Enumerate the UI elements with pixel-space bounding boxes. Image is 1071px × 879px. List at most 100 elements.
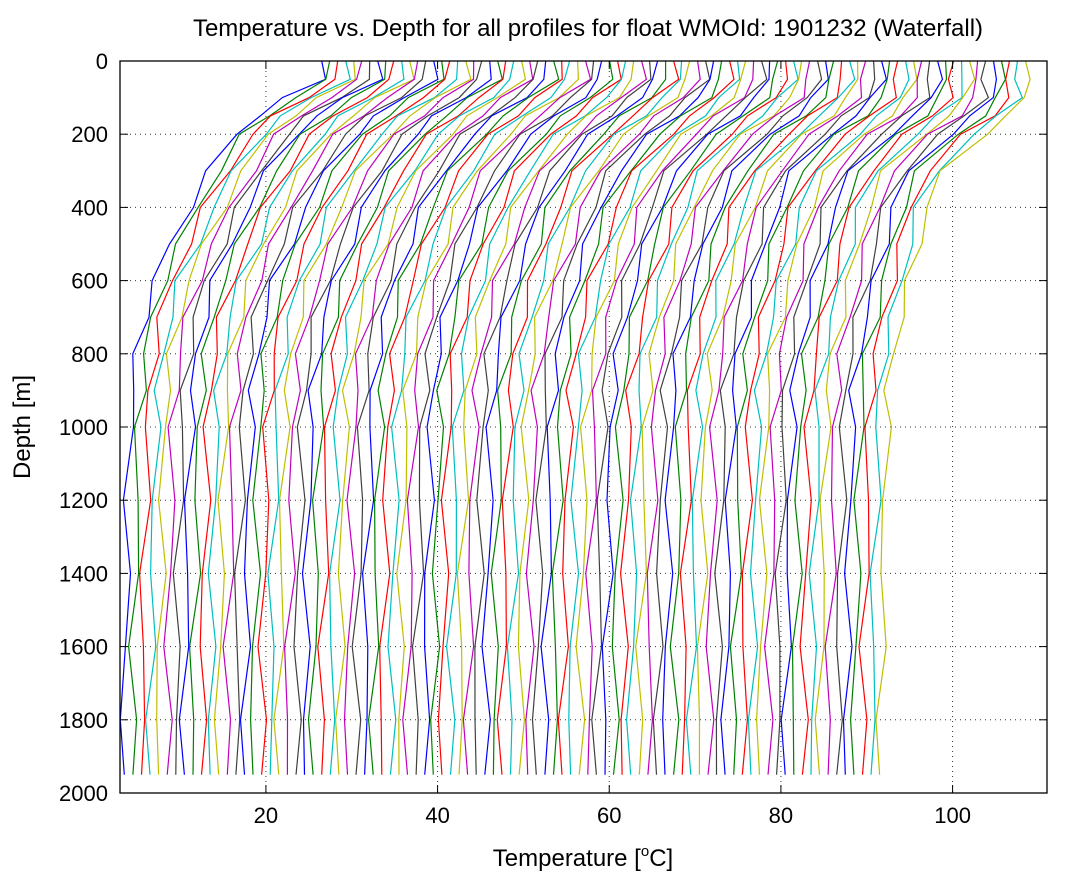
profile-line <box>343 60 534 775</box>
profile-line <box>714 60 876 775</box>
profile-line <box>178 60 384 775</box>
profile-line <box>836 60 990 775</box>
profile-line <box>869 60 1024 775</box>
profile-line <box>361 60 547 775</box>
profile-line <box>525 60 701 775</box>
profile-line <box>791 60 948 775</box>
x-tick-label: 20 <box>254 803 278 828</box>
profile-line <box>213 60 415 775</box>
profile-line <box>625 60 799 775</box>
profile-line <box>367 60 560 775</box>
profile-line <box>481 60 659 775</box>
profile-line <box>755 60 918 775</box>
chart-title: Temperature vs. Depth for all profiles f… <box>193 15 983 42</box>
profile-line <box>720 60 888 775</box>
x-tick-label: 60 <box>597 803 621 828</box>
x-axis-label-superscript: o <box>641 843 649 860</box>
profile-line <box>506 60 683 775</box>
profile-line <box>127 60 331 775</box>
profile-line <box>411 60 595 775</box>
profile-line <box>662 60 829 775</box>
y-tick-label: 1800 <box>59 708 108 733</box>
profile-line <box>239 60 439 775</box>
profile-line <box>188 60 387 775</box>
profile-line <box>517 60 691 775</box>
profile-line <box>379 60 563 775</box>
y-tick-label: 600 <box>71 269 108 294</box>
profile-line <box>679 60 843 775</box>
profile-line <box>611 60 779 775</box>
profile-line <box>849 60 1007 775</box>
x-axis-label: Temperature [oC] <box>493 843 673 872</box>
x-tick-label: 40 <box>425 803 449 828</box>
x-axis-label-unit: C] <box>649 845 673 872</box>
profile-line <box>575 60 747 775</box>
profile-line <box>705 60 867 775</box>
profile-line <box>317 60 507 775</box>
profile-line <box>293 60 483 775</box>
y-tick-label: 1600 <box>59 635 108 660</box>
profile-line <box>199 60 395 775</box>
profile-line <box>646 60 811 775</box>
profile-line <box>138 60 339 775</box>
profile-line <box>763 60 923 775</box>
profile-line <box>437 60 622 775</box>
profile-line <box>774 60 931 775</box>
profile-line <box>328 60 515 775</box>
profile-line <box>619 60 789 775</box>
y-tick-label: 800 <box>71 342 108 367</box>
profile-line <box>568 60 741 775</box>
x-axis-label-main: Temperature [ <box>493 845 641 872</box>
profile-line <box>635 60 803 775</box>
y-tick-label: 400 <box>71 195 108 220</box>
profile-line <box>842 60 998 775</box>
profile-line <box>387 60 571 775</box>
profile-line <box>474 60 652 775</box>
profile-line <box>156 60 356 775</box>
y-tick-label: 0 <box>96 49 108 74</box>
profile-line <box>144 60 352 775</box>
profile-line <box>799 60 955 775</box>
profile-line <box>172 60 371 775</box>
profile-line <box>824 60 979 775</box>
profile-line <box>496 60 680 775</box>
profile-line <box>557 60 735 775</box>
profile-line <box>163 60 363 775</box>
y-tick-label: 1000 <box>59 415 108 440</box>
profile-line <box>430 60 614 775</box>
y-tick-label: 1200 <box>59 488 108 513</box>
profile-line <box>858 60 1011 775</box>
y-tick-label: 1400 <box>59 561 108 586</box>
profile-line <box>585 60 755 775</box>
axis-ticks <box>120 60 1047 794</box>
profile-line <box>207 60 405 775</box>
profile-line <box>531 60 711 775</box>
profile-line <box>669 60 835 775</box>
profile-line <box>540 60 715 775</box>
profile-line <box>591 60 768 775</box>
profile-line <box>462 60 648 775</box>
profile-line <box>875 60 1031 775</box>
profile-line <box>652 60 823 775</box>
profile-line <box>741 60 899 775</box>
profile-line <box>747 60 910 775</box>
profile-line <box>456 60 635 775</box>
profile-line <box>551 60 723 775</box>
y-tick-labels: 0 200 400 600 800 1000 1200 1400 1600 1800 2000 <box>59 49 108 806</box>
profile-line <box>222 60 419 775</box>
profile-line <box>273 60 472 775</box>
profile-line <box>696 60 859 775</box>
profile-line <box>814 60 976 775</box>
grid-lines <box>120 61 1047 793</box>
profile-line <box>402 60 592 775</box>
y-tick-label: 2000 <box>59 781 108 806</box>
profile-line <box>685 60 856 775</box>
profile-line <box>119 60 327 775</box>
profile-line <box>808 60 963 775</box>
profile-line <box>423 60 603 775</box>
x-tick-label: 80 <box>769 803 793 828</box>
profile-line <box>351 60 539 775</box>
x-tick-label: 100 <box>934 803 971 828</box>
profile-line <box>257 60 451 775</box>
